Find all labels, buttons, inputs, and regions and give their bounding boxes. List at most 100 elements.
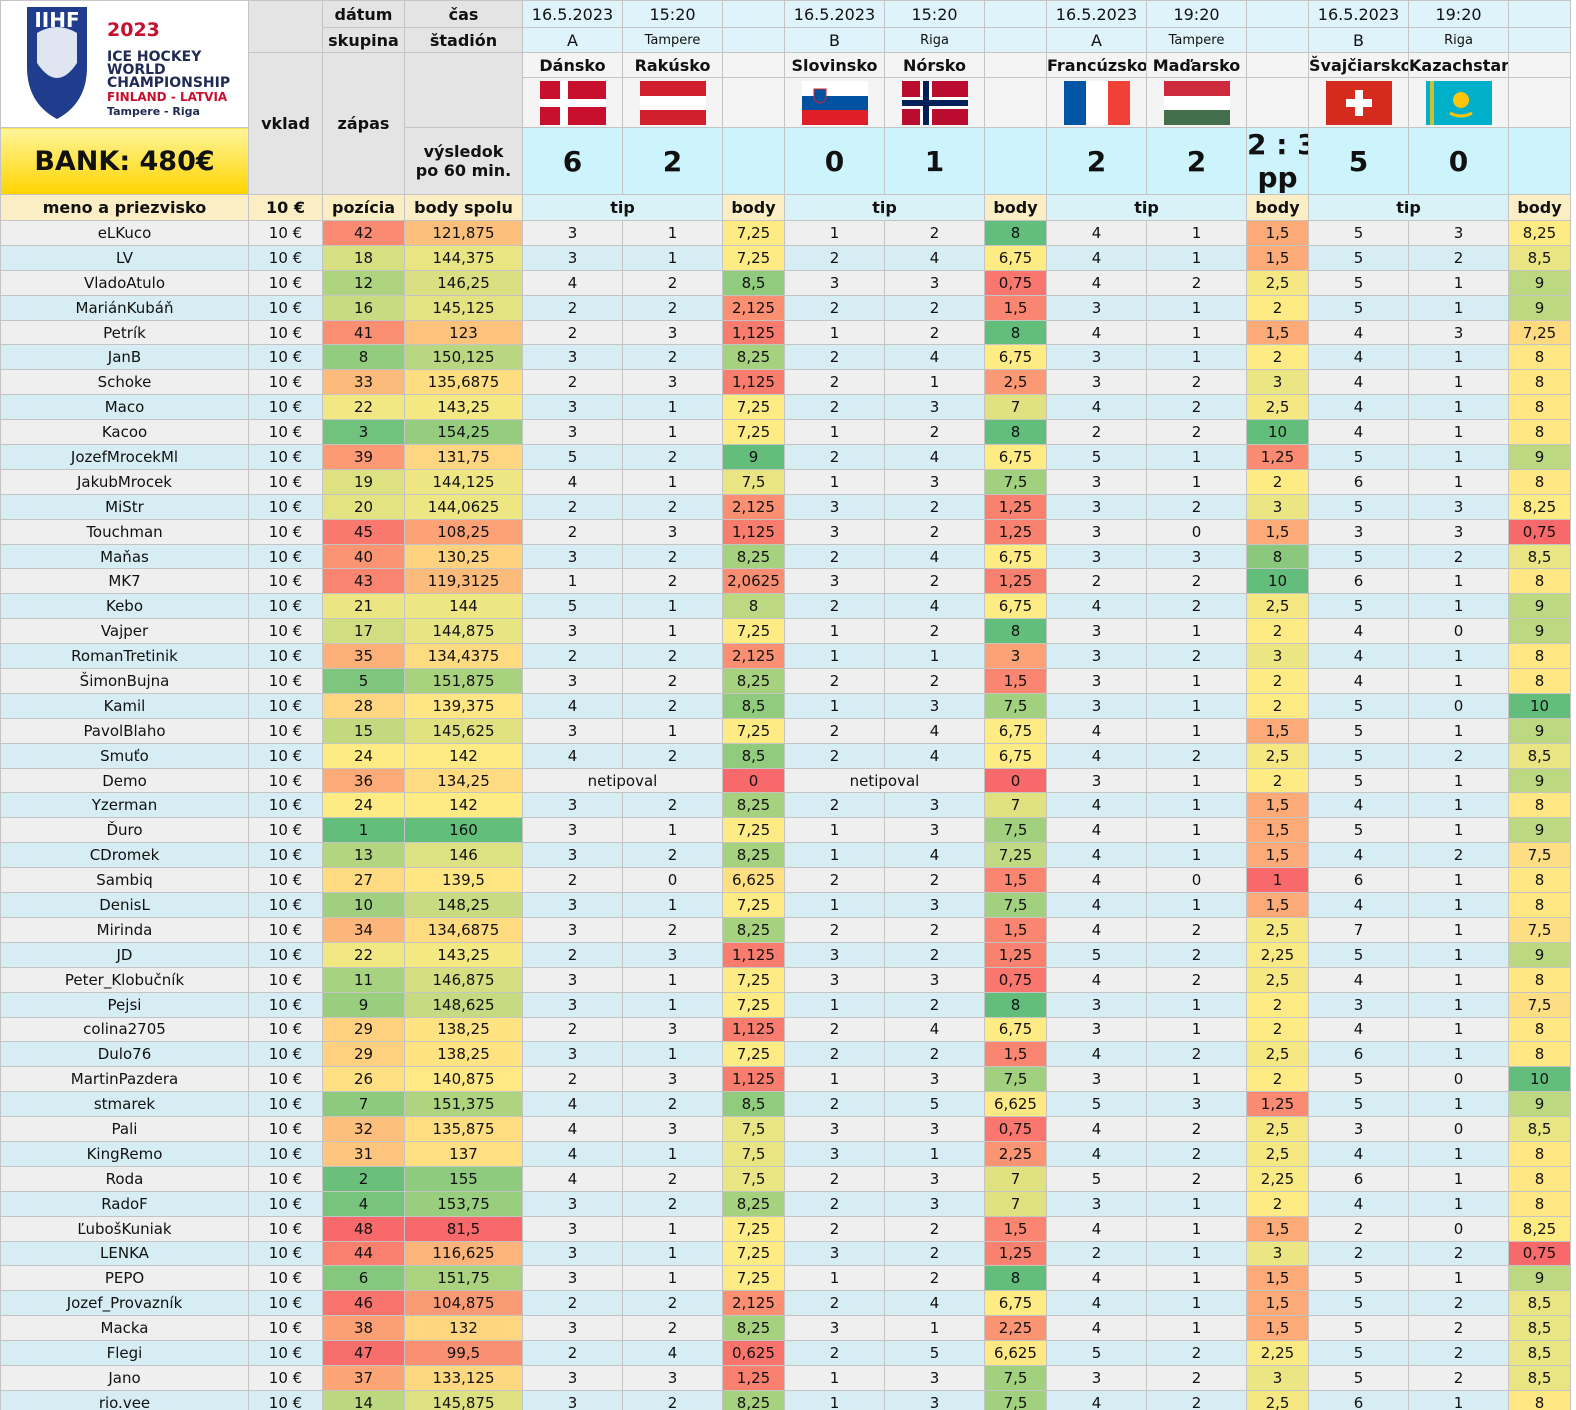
score: 0: [784, 127, 885, 195]
player-name: MiStr: [0, 493, 249, 520]
tip-home: 1: [522, 568, 623, 595]
deposit: 10 €: [248, 593, 323, 620]
tip-home: 4: [1046, 742, 1147, 769]
tip-away: 3: [622, 1116, 723, 1142]
total-points: 145,625: [404, 717, 523, 744]
match-points: 2,25: [1246, 1165, 1309, 1192]
position: 16: [322, 294, 405, 321]
match-points: 9: [1508, 717, 1571, 744]
tip-home: 2: [522, 319, 623, 346]
tip-home: 4: [1308, 369, 1409, 396]
match-points: 7,25: [722, 244, 785, 271]
blank: [722, 0, 785, 28]
total-points: 151,75: [404, 1265, 523, 1292]
tip-away: 2: [1146, 568, 1247, 595]
deposit: 10 €: [248, 1265, 323, 1292]
match-points: 8,5: [1508, 1290, 1571, 1317]
tip-away: 1: [884, 1315, 985, 1342]
match-points: 2: [1246, 1190, 1309, 1217]
player-name: Maco: [0, 394, 249, 421]
tip-away: 1: [1146, 991, 1247, 1018]
match-points: 7,25: [722, 1265, 785, 1292]
match-points: 1,5: [1246, 1315, 1309, 1342]
tip-away: 1: [622, 1140, 723, 1167]
deposit: 10 €: [248, 294, 323, 321]
position: 31: [322, 1140, 405, 1167]
tip-away: 3: [884, 1116, 985, 1142]
deposit: 10 €: [248, 543, 323, 570]
player-name: Flegi: [0, 1340, 249, 1366]
match-points: 7,25: [722, 1240, 785, 1267]
tip-home: 3: [522, 717, 623, 744]
match-points: 7,5: [722, 1165, 785, 1192]
match-points: 2: [1246, 294, 1309, 321]
tip-home: 3: [1046, 518, 1147, 545]
flag: [622, 77, 723, 128]
tip-away: 2: [1146, 643, 1247, 670]
match-points: 8,5: [1508, 1116, 1571, 1142]
match-points: 8,5: [722, 742, 785, 769]
match-points: 2: [1246, 468, 1309, 495]
logo-line: FINLAND - LATVIA: [107, 90, 228, 104]
final-score: 2 : 3pp: [1246, 127, 1309, 195]
tip-away: 2: [1408, 1290, 1509, 1317]
match-points: 8: [1508, 643, 1571, 670]
tip-home: 4: [1308, 319, 1409, 346]
tip-home: 3: [522, 618, 623, 645]
player-row: Smuťo 10 €24 142 4 2 8,5 2 4 6,75 4 2 2,5 5 2 8,5: [0, 742, 1571, 769]
tip-away: 1: [1146, 1315, 1247, 1342]
player-row: Macka 10 €38 132 3 2 8,25 3 1 2,25 4 1 1,5 5 2 8,5: [0, 1315, 1571, 1342]
match-label: zápas: [322, 52, 405, 195]
tip-home: 2: [784, 1290, 885, 1317]
tip-home: 6: [1308, 867, 1409, 894]
tip-away: 1: [1408, 941, 1509, 968]
match-points: 3: [1246, 1240, 1309, 1267]
deposit: 10 €: [248, 518, 323, 545]
tip-away: 2: [884, 294, 985, 321]
match-points: 7,25: [722, 991, 785, 1018]
tip-away: 2: [622, 568, 723, 595]
match-points: 8: [1246, 543, 1309, 570]
tip-home: 6: [1308, 568, 1409, 595]
tip-away: 0: [1408, 1215, 1509, 1242]
tip-away: 3: [1146, 543, 1247, 570]
total-points: 144: [404, 593, 523, 620]
match-points: 1,125: [722, 319, 785, 346]
tip-away: 1: [1146, 767, 1247, 794]
match-points: 7,5: [722, 1140, 785, 1167]
tip-away: 0: [1146, 518, 1247, 545]
match-points: 2,5: [1246, 1116, 1309, 1142]
tip-home: 6: [1308, 1041, 1409, 1068]
player-row: RomanTretinik 10 €35 134,4375 2 2 2,125 1 1 3 3 2 3…: [0, 643, 1571, 670]
match-points: 1,5: [984, 1215, 1047, 1242]
position: 48: [322, 1215, 405, 1242]
position: 37: [322, 1364, 405, 1391]
tip-away: 1: [1146, 319, 1247, 346]
tip-home: 3: [784, 941, 885, 968]
tip-away: 1: [884, 643, 985, 670]
player-name: Yzerman: [0, 792, 249, 819]
match-points: 8,25: [722, 668, 785, 694]
match-points: 8: [1508, 394, 1571, 421]
deposit: 10 €: [248, 493, 323, 520]
tip-away: 1: [1408, 1041, 1509, 1068]
total-points: 146,25: [404, 269, 523, 296]
player-row: MariánKubáň 10 €16 145,125 2 2 2,125 2 2 1,5 3 1 2 5…: [0, 294, 1571, 321]
tip-home: 3: [1046, 618, 1147, 645]
total-points: 146: [404, 842, 523, 869]
tip-away: 2: [1408, 742, 1509, 769]
match-points: 1,25: [984, 568, 1047, 595]
match-points: 10: [1508, 1066, 1571, 1093]
tip-home: 5: [1308, 742, 1409, 769]
tip-home: 2: [1046, 1240, 1147, 1267]
match-date: 16.5.2023: [784, 0, 885, 28]
tip-home: 3: [522, 1215, 623, 1242]
tip-away: 2: [1146, 1116, 1247, 1142]
match-points: 7,5: [984, 1389, 1047, 1410]
tip-home: 3: [1046, 543, 1147, 570]
tip-home: 6: [1308, 1389, 1409, 1410]
tip-away: 4: [884, 1016, 985, 1043]
match-points: 8: [1508, 867, 1571, 894]
result-label-line: výsledok: [423, 142, 504, 161]
tip-away: 0: [1408, 618, 1509, 645]
